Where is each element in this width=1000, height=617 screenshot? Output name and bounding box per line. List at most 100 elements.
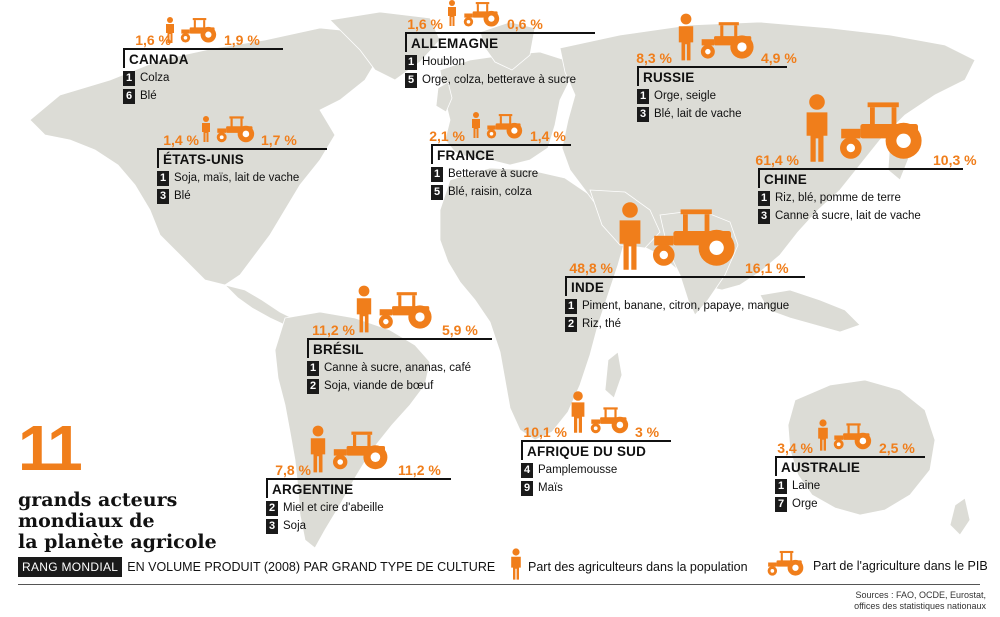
- rank-number: 2: [565, 317, 577, 332]
- gdp-share-value: 16,1 %: [745, 260, 789, 276]
- country-inde: 48,8 % 16,1 % INDE 1 Piment, banane, citr…: [565, 202, 805, 332]
- rank-number: 3: [758, 209, 770, 224]
- rank-legend: RANG MONDIAL EN VOLUME PRODUIT (2008) PA…: [18, 557, 495, 577]
- rank-row: 3 Blé: [157, 189, 327, 204]
- tractor-icon: [375, 287, 437, 338]
- farmer-share-value: 7,8 %: [275, 462, 311, 478]
- country-stats: 61,4 % 10,3 %: [755, 94, 977, 168]
- tractor-icon: [588, 405, 632, 440]
- country-australie: 3,4 % 2,5 % AUSTRALIE 1 Laine 7 Orge: [775, 418, 925, 512]
- rank-row: 1 Betterave à sucre: [431, 167, 571, 182]
- scandinavia-landmass: [479, 21, 536, 71]
- crop-label: Betterave à sucre: [448, 168, 539, 180]
- tractor-icon: [178, 17, 220, 48]
- title-block: 11 grands acteurs mondiaux de la planète…: [18, 416, 217, 553]
- farmer-icon: [165, 17, 175, 48]
- gdp-share-value: 3 %: [635, 424, 660, 440]
- rank-row: 1 Piment, banane, citron, papaye, mangue: [565, 299, 805, 314]
- rank-row: 1 Soja, maïs, lait de vache: [157, 171, 327, 186]
- crop-label: Miel et cire d'abeille: [283, 502, 384, 514]
- farmer-share-value: 1,6 %: [407, 16, 443, 32]
- farmer-share-value: 48,8 %: [569, 260, 613, 276]
- rank-number: 5: [405, 73, 417, 88]
- rank-number: 4: [521, 463, 533, 478]
- country-stats: 48,8 % 16,1 %: [565, 202, 805, 276]
- country-name: BRÉSIL: [307, 338, 492, 358]
- rank-row: 2 Miel et cire d'abeille: [266, 501, 451, 516]
- country-stats: 1,6 % 1,9 %: [123, 14, 283, 48]
- rank-number: 2: [307, 379, 319, 394]
- crop-label: Orge, colza, betterave à sucre: [422, 74, 577, 86]
- rank-number: 1: [431, 167, 443, 182]
- country-name: FRANCE: [431, 144, 571, 164]
- country-name: ÉTATS-UNIS: [157, 148, 327, 168]
- country-name: ALLEMAGNE: [405, 32, 595, 52]
- farmer-icon: [510, 548, 522, 585]
- farmer-icon: [447, 0, 457, 32]
- country-chine: 61,4 % 10,3 % CHINE 1 Riz, blé, pomme de …: [755, 94, 977, 224]
- crop-label: Soja: [283, 520, 307, 532]
- tractor-icon: [647, 203, 743, 276]
- rank-row: 7 Orge: [775, 497, 925, 512]
- country-name: CANADA: [123, 48, 283, 68]
- crop-label: Soja, viande de bœuf: [324, 380, 434, 392]
- crop-label: Colza: [140, 72, 170, 84]
- country-name: AFRIQUE DU SUD: [521, 440, 671, 460]
- north-america-landmass: [29, 27, 381, 286]
- country-name: ARGENTINE: [266, 478, 451, 498]
- farmer-share-value: 3,4 %: [777, 440, 813, 456]
- headline-line: grands acteurs: [18, 489, 178, 511]
- farmer-icon: [617, 201, 643, 276]
- rank-number: 1: [123, 71, 135, 86]
- country-stats: 2,1 % 1,4 %: [429, 110, 571, 144]
- rank-number: 3: [266, 519, 278, 534]
- arabia-landmass: [589, 189, 661, 249]
- rank-row: 1 Houblon: [405, 55, 595, 70]
- legend-farmer: Part des agriculteurs dans la population: [510, 548, 748, 585]
- crop-label: Canne à sucre, lait de vache: [775, 210, 921, 222]
- crop-label: Riz, blé, pomme de terre: [775, 192, 901, 204]
- country-name: RUSSIE: [637, 66, 787, 86]
- rank-row: 4 Pamplemousse: [521, 463, 671, 478]
- rank-number: 1: [758, 191, 770, 206]
- rank-number: 2: [266, 501, 278, 516]
- gdp-share-value: 4,9 %: [761, 50, 797, 66]
- farmer-icon: [677, 13, 695, 66]
- farmer-share-value: 1,6 %: [135, 32, 171, 48]
- crop-label: Orge, seigle: [654, 90, 717, 102]
- rank-number: 1: [307, 361, 319, 376]
- gdp-share-value: 1,7 %: [261, 132, 297, 148]
- headline-line: la planète agricole: [18, 531, 217, 553]
- country-etats-unis: 1,4 % 1,7 % ÉTATS-UNIS 1 Soja, maïs, lait…: [157, 114, 327, 204]
- rank-row: 1 Laine: [775, 479, 925, 494]
- tractor-icon: [831, 421, 875, 456]
- rank-number: 1: [405, 55, 417, 70]
- rank-number: 1: [775, 479, 787, 494]
- madagascar-landmass: [604, 351, 623, 399]
- rank-number: 5: [431, 185, 443, 200]
- farmer-share-value: 11,2 %: [312, 322, 355, 338]
- headline-line: mondiaux de: [18, 510, 155, 532]
- gdp-share-value: 0,6 %: [507, 16, 543, 32]
- rank-number: 6: [123, 89, 135, 104]
- tractor-icon: [697, 19, 759, 66]
- country-afrique-du-sud: 10,1 % 3 % AFRIQUE DU SUD 4 Pamplemousse …: [521, 388, 671, 496]
- farmer-icon: [471, 111, 481, 144]
- rank-number: 3: [637, 107, 649, 122]
- country-name: AUSTRALIE: [775, 456, 925, 476]
- country-canada: 1,6 % 1,9 % CANADA 1 Colza 6 Blé: [123, 14, 283, 104]
- new-zealand-landmass: [949, 497, 971, 536]
- crop-label: Houblon: [422, 56, 465, 68]
- rank-number: 9: [521, 481, 533, 496]
- sources-note: Sources : FAO, OCDE, Eurostat, offices d…: [854, 590, 986, 612]
- crop-label: Maïs: [538, 482, 563, 494]
- crop-label: Blé: [140, 90, 157, 102]
- crop-label: Blé, raisin, colza: [448, 186, 532, 198]
- tractor-icon: [834, 97, 930, 168]
- country-russie: 8,3 % 4,9 % RUSSIE 1 Orge, seigle 3 Blé, l…: [636, 13, 797, 122]
- crop-label: Blé: [174, 190, 191, 202]
- farmer-share-value: 10,1 %: [523, 424, 567, 440]
- sources-line: offices des statistiques nationaux: [854, 601, 986, 611]
